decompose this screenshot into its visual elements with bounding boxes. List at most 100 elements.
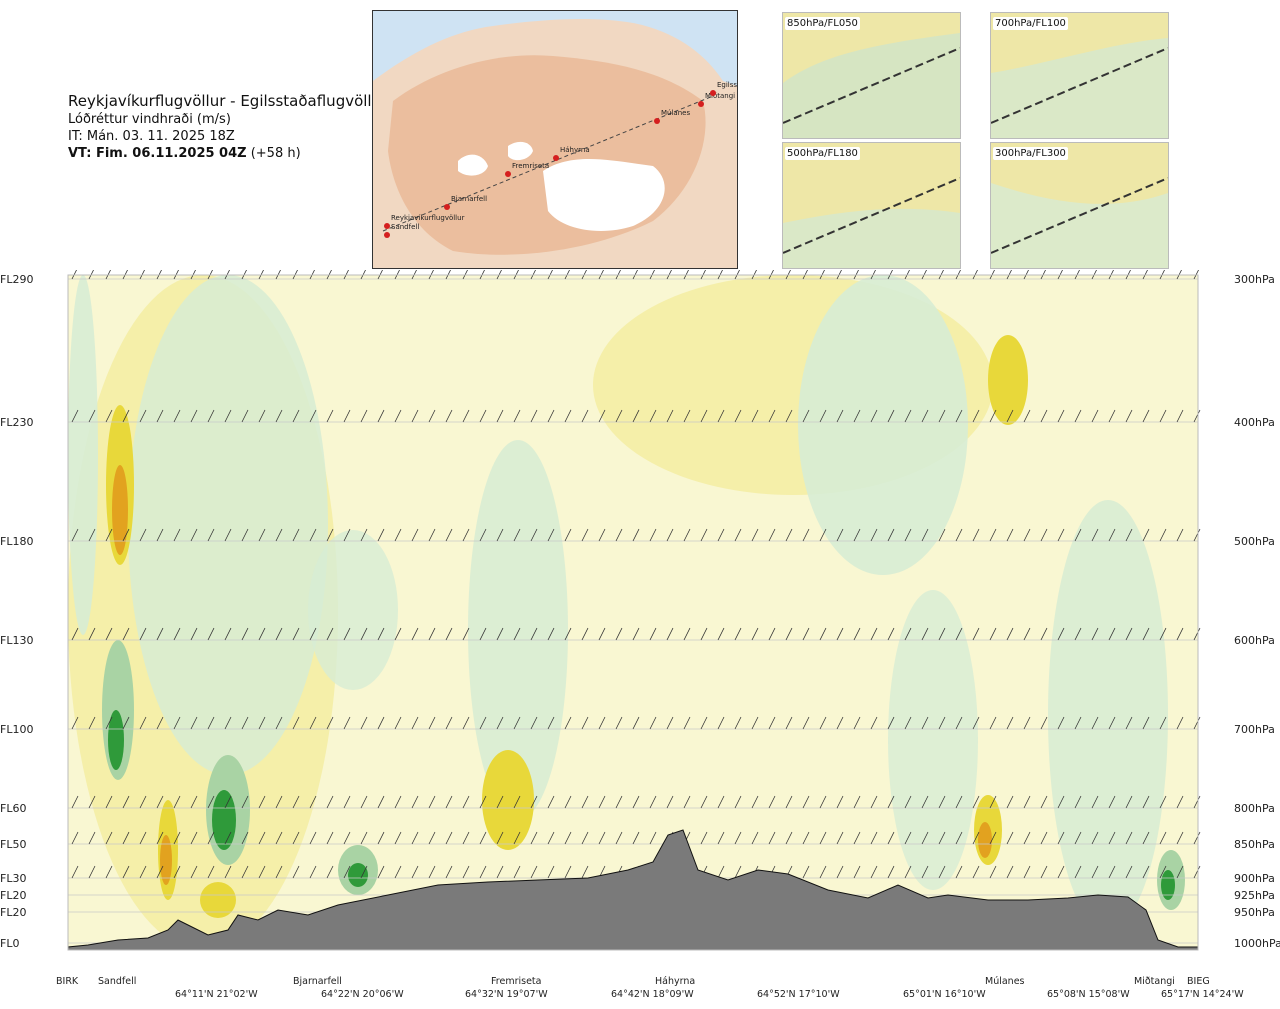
- vertical-velocity-cell-1: [112, 465, 128, 555]
- wind-barb-3-905: [904, 627, 912, 641]
- wind-barb-3-939: [938, 627, 946, 641]
- route-point-label-7: Egilssta: [717, 81, 738, 89]
- wind-barb-6-650: [649, 831, 657, 845]
- wind-barb-1-123: [122, 409, 130, 423]
- wind-barb-3-174: [173, 627, 181, 641]
- wind-barb-3-429: [428, 627, 436, 641]
- wind-barb-3-548: [547, 627, 555, 641]
- wind-barb-5-361: [360, 795, 368, 809]
- wind-barb-3-599: [598, 627, 606, 641]
- wind-barb-4-225: [224, 716, 232, 730]
- wind-barb-1-327: [326, 409, 334, 423]
- wind-barb-7-395: [394, 865, 402, 879]
- route-point-4[interactable]: [553, 155, 559, 161]
- wind-barb-7-361: [360, 865, 368, 879]
- wind-barb-7-242: [241, 865, 249, 879]
- wind-barb-4-276: [275, 716, 283, 730]
- wind-barb-3-1160: [1159, 627, 1167, 641]
- route-point-1[interactable]: [384, 223, 390, 229]
- wind-barb-4-735: [734, 716, 742, 730]
- wind-barb-2-1058: [1057, 528, 1065, 542]
- wind-barb-4-599: [598, 716, 606, 730]
- wind-barb-7-344: [343, 865, 351, 879]
- inset-300[interactable]: 300hPa/FL300: [990, 142, 1169, 269]
- route-point-label-4: Háhyrna: [560, 146, 590, 154]
- inset-500[interactable]: 500hPa/FL180: [782, 142, 961, 269]
- wind-barb-7-1024: [1023, 865, 1031, 879]
- inset-300-svg: [991, 143, 1168, 268]
- route-point-0[interactable]: [384, 232, 390, 238]
- wind-barb-5-1092: [1091, 795, 1099, 809]
- inset-850[interactable]: 850hPa/FL050: [782, 12, 961, 139]
- route-point-6[interactable]: [698, 101, 704, 107]
- wind-barb-6-514: [513, 831, 521, 845]
- valid-time: VT: Fim. 06.11.2025 04Z (+58 h): [68, 145, 388, 162]
- wind-barb-5-854: [853, 795, 861, 809]
- iceland-map-svg: [373, 19, 737, 268]
- wind-barb-4-888: [887, 716, 895, 730]
- wind-barb-7-871: [870, 865, 878, 879]
- wind-barb-2-701: [700, 528, 708, 542]
- wind-barb-1-752: [751, 409, 759, 423]
- wind-barb-2-786: [785, 528, 793, 542]
- wind-barb-6-259: [258, 831, 266, 845]
- inset-500-label: 500hPa/FL180: [785, 147, 860, 160]
- vertical-velocity-cell-15: [1161, 870, 1175, 900]
- wind-barb-4-956: [955, 716, 963, 730]
- wind-barb-3-1024: [1023, 627, 1031, 641]
- wind-barb-3-990: [989, 627, 997, 641]
- wind-barb-5-242: [241, 795, 249, 809]
- x-location-2: Bjarnarfell: [293, 976, 342, 987]
- y-left-label-7: FL30: [0, 872, 26, 885]
- wind-barb-5-1160: [1159, 795, 1167, 809]
- route-point-3[interactable]: [505, 171, 511, 177]
- wind-barb-5-89: [88, 795, 96, 809]
- route-map[interactable]: Sandfell Reykjavíkurflugvöllur Bjarnarfell…: [372, 10, 738, 269]
- wind-barb-1-191: [190, 409, 198, 423]
- wind-barb-3-1058: [1057, 627, 1065, 641]
- wind-barb-3-854: [853, 627, 861, 641]
- wind-barb-4-786: [785, 716, 793, 730]
- wind-barb-2-1160: [1159, 528, 1167, 542]
- wind-barb-1-446: [445, 409, 453, 423]
- wind-barb-5-531: [530, 795, 538, 809]
- wind-barb-2-395: [394, 528, 402, 542]
- wind-barb-1-684: [683, 409, 691, 423]
- wind-barb-5-990: [989, 795, 997, 809]
- wind-barb-2-888: [887, 528, 895, 542]
- wind-barb-6-242: [241, 831, 249, 845]
- wind-barb-3-582: [581, 627, 589, 641]
- x-coord-5: 65°01'N 16°10'W: [903, 989, 986, 1000]
- route-point-7[interactable]: [710, 90, 716, 96]
- wind-barb-2-225: [224, 528, 232, 542]
- wind-barb-1-1007: [1006, 409, 1014, 423]
- wind-barb-3-89: [88, 627, 96, 641]
- wind-barb-5-174: [173, 795, 181, 809]
- glacier-vatnajokull: [543, 159, 665, 231]
- wind-barb-1-922: [921, 409, 929, 423]
- wind-barb-4-1177: [1176, 716, 1184, 730]
- wind-barb-1-973: [972, 409, 980, 423]
- wind-barb-7-1160: [1159, 865, 1167, 879]
- wind-barb-6-1024: [1023, 831, 1031, 845]
- wind-barb-6-344: [343, 831, 351, 845]
- wind-barb-7-208: [207, 865, 215, 879]
- route-point-5[interactable]: [654, 118, 660, 124]
- wind-barb-7-191: [190, 865, 198, 879]
- wind-barb-4-718: [717, 716, 725, 730]
- inset-700[interactable]: 700hPa/FL100: [990, 12, 1169, 139]
- wind-barb-1-582: [581, 409, 589, 423]
- wind-barb-2-854: [853, 528, 861, 542]
- wind-barb-3-871: [870, 627, 878, 641]
- wind-barb-2-72: [71, 528, 79, 542]
- vertical-velocity-cell-9: [348, 863, 368, 887]
- wind-barb-4-616: [615, 716, 623, 730]
- route-point-2[interactable]: [444, 204, 450, 210]
- wind-barb-7-497: [496, 865, 504, 879]
- wind-barb-4-1109: [1108, 716, 1116, 730]
- wind-barb-5-293: [292, 795, 300, 809]
- wind-barb-4-1041: [1040, 716, 1048, 730]
- wind-barb-2-1075: [1074, 528, 1082, 542]
- wind-barb-1-820: [819, 409, 827, 423]
- x-location-7: BIEG: [1187, 976, 1210, 987]
